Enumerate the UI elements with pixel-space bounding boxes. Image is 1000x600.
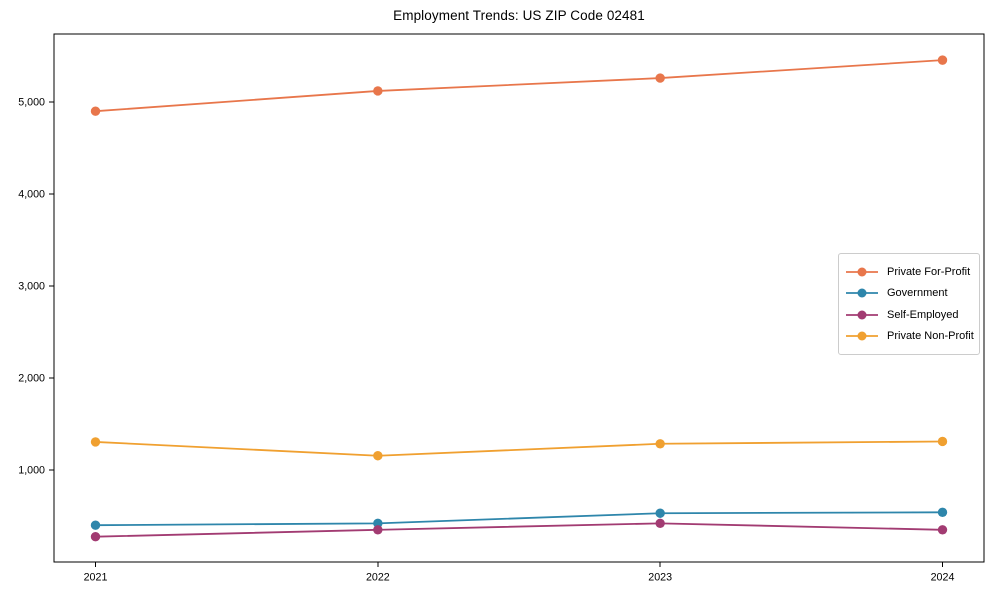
x-axis-tick-label: 2021: [84, 572, 108, 584]
legend-line-marker-icon: [846, 288, 878, 298]
data-point-marker: [90, 437, 101, 447]
data-point-marker: [90, 520, 101, 530]
series-line: [94, 511, 944, 527]
legend-item: Private Non-Profit: [845, 326, 974, 348]
x-axis-tick-label: 2022: [366, 572, 390, 584]
data-point-marker: [655, 73, 665, 83]
y-axis-tick-label: 1,000: [18, 465, 45, 477]
data-point-marker: [655, 439, 665, 449]
legend-label: Private For-Profit: [887, 265, 971, 278]
legend-label: Private Non-Profit: [887, 330, 974, 343]
axes-frame: [53, 33, 985, 563]
series-line: [94, 440, 944, 457]
data-point-marker: [373, 86, 383, 96]
data-point-marker: [937, 507, 948, 518]
y-axis-tick-label: 2,000: [18, 373, 45, 385]
data-point-marker: [373, 525, 383, 535]
data-point-marker: [937, 436, 948, 447]
data-point-marker: [373, 451, 383, 461]
data-point-marker: [655, 508, 665, 518]
data-point-marker: [655, 518, 665, 529]
legend-line-marker-icon: [846, 310, 878, 320]
y-axis-tick-label: 4,000: [18, 189, 45, 201]
legend-item: Self-Employed: [845, 304, 971, 326]
data-point-marker: [937, 55, 948, 65]
legend-item: Government: [845, 283, 971, 305]
legend-line-marker-icon: [846, 331, 878, 341]
legend-label: Government: [887, 287, 948, 300]
data-point-marker: [937, 525, 948, 535]
x-axis-tick-label: 2023: [648, 572, 672, 584]
legend-line-marker-icon: [846, 267, 878, 277]
y-axis-tick-label: 3,000: [18, 281, 45, 293]
legend-label: Self-Employed: [887, 308, 959, 321]
series-line: [94, 522, 944, 538]
legend: Private For-Profit Government Self-Employe…: [838, 253, 980, 355]
legend-item: Private For-Profit: [845, 261, 971, 283]
data-point-marker: [373, 518, 383, 529]
series-line: [94, 59, 944, 113]
y-axis-tick-label: 5,000: [18, 97, 45, 109]
data-point-marker: [90, 531, 101, 542]
chart-title: Employment Trends: US ZIP Code 02481: [393, 8, 645, 23]
x-axis-tick-label: 2024: [931, 572, 955, 584]
data-point-marker: [90, 106, 101, 116]
